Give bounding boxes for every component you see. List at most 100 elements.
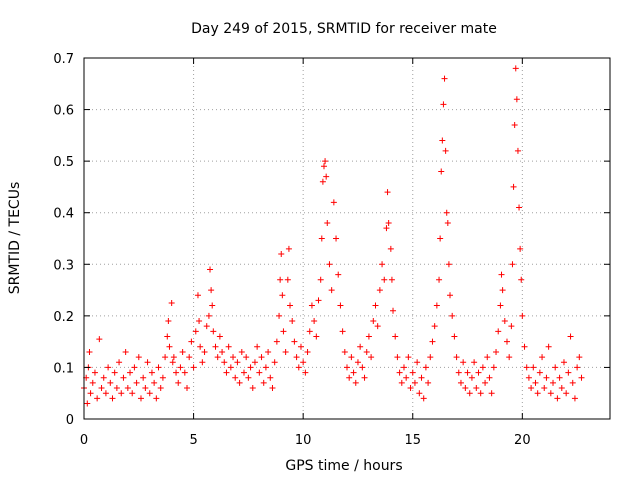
- data-point: [534, 390, 541, 397]
- y-tick-label: 0: [66, 413, 74, 428]
- data-point: [385, 220, 392, 227]
- data-point: [267, 374, 274, 381]
- data-point: [96, 336, 103, 343]
- data-point: [403, 374, 410, 381]
- grid-lines: [84, 58, 610, 419]
- data-point: [536, 369, 543, 376]
- data-point: [295, 364, 302, 371]
- data-point: [457, 379, 464, 386]
- data-point: [528, 385, 535, 392]
- data-point: [197, 343, 204, 350]
- data-point: [311, 318, 318, 325]
- y-axis-label: SRMTID / TECUs: [7, 182, 23, 295]
- data-point: [194, 292, 201, 299]
- data-point: [223, 369, 230, 376]
- data-point: [576, 354, 583, 361]
- data-point: [94, 395, 101, 402]
- data-point: [168, 299, 175, 306]
- data-point: [230, 354, 237, 361]
- data-point: [525, 374, 532, 381]
- data-point: [503, 338, 510, 345]
- data-point: [482, 379, 489, 386]
- data-point: [190, 364, 197, 371]
- data-point: [151, 379, 158, 386]
- data-point: [447, 292, 454, 299]
- data-point: [201, 348, 208, 355]
- y-tick-label: 0.4: [53, 207, 74, 222]
- data-point: [302, 369, 309, 376]
- data-point: [324, 220, 331, 227]
- data-point: [427, 354, 434, 361]
- data-point: [569, 379, 576, 386]
- data-point: [556, 374, 563, 381]
- data-point: [420, 395, 427, 402]
- data-point: [359, 364, 366, 371]
- data-point: [437, 235, 444, 242]
- data-point: [258, 354, 265, 361]
- data-point: [471, 359, 478, 366]
- data-point: [445, 261, 452, 268]
- data-point: [148, 369, 155, 376]
- data-point: [398, 379, 405, 386]
- data-point: [370, 318, 377, 325]
- data-point: [186, 354, 193, 361]
- data-point: [372, 302, 379, 309]
- y-axis: 0 0.1 0.2 0.3 0.4 0.5 0.6 0.7: [53, 52, 610, 428]
- data-point: [238, 348, 245, 355]
- data-point: [140, 374, 147, 381]
- data-point: [473, 385, 480, 392]
- data-point: [98, 385, 105, 392]
- data-point: [208, 287, 215, 294]
- data-point: [479, 364, 486, 371]
- data-point: [131, 364, 138, 371]
- data-point: [225, 343, 232, 350]
- data-point: [346, 374, 353, 381]
- data-point: [262, 364, 269, 371]
- data-point: [175, 379, 182, 386]
- data-point: [519, 312, 526, 319]
- data-point: [89, 379, 96, 386]
- data-point: [416, 390, 423, 397]
- y-tick-label: 0.7: [53, 52, 74, 67]
- y-tick-label: 0.1: [53, 361, 74, 376]
- data-point: [560, 359, 567, 366]
- data-point: [247, 364, 254, 371]
- data-point: [300, 359, 307, 366]
- data-point: [517, 245, 524, 252]
- data-point: [251, 359, 258, 366]
- data-point: [374, 323, 381, 330]
- data-point: [111, 369, 118, 376]
- data-point: [209, 302, 216, 309]
- data-point: [390, 307, 397, 314]
- data-point: [550, 379, 557, 386]
- data-point: [409, 369, 416, 376]
- chart-title: Day 249 of 2015, SRMTID for receiver mat…: [191, 21, 497, 37]
- data-point: [282, 348, 289, 355]
- data-point: [273, 338, 280, 345]
- data-point: [514, 147, 521, 154]
- data-point: [518, 276, 525, 283]
- data-point: [271, 359, 278, 366]
- data-point: [137, 395, 144, 402]
- data-point: [245, 374, 252, 381]
- data-point: [333, 235, 340, 242]
- data-point: [477, 390, 484, 397]
- data-point: [539, 354, 546, 361]
- data-point: [510, 183, 517, 190]
- data-point: [285, 245, 292, 252]
- data-point: [506, 354, 513, 361]
- data-point: [543, 374, 550, 381]
- data-point: [563, 390, 570, 397]
- data-point: [462, 385, 469, 392]
- data-point: [265, 348, 272, 355]
- data-point: [429, 338, 436, 345]
- data-point: [431, 323, 438, 330]
- data-point: [498, 271, 505, 278]
- data-point: [203, 323, 210, 330]
- data-point: [254, 343, 261, 350]
- data-point: [192, 328, 199, 335]
- data-point: [308, 302, 315, 309]
- data-point: [552, 364, 559, 371]
